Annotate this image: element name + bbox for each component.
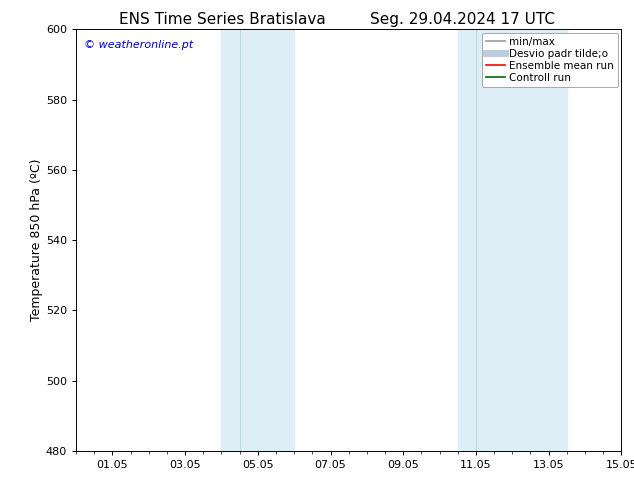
Bar bbox=[458, 29, 567, 451]
Text: Seg. 29.04.2024 17 UTC: Seg. 29.04.2024 17 UTC bbox=[370, 12, 555, 27]
Legend: min/max, Desvio padr tilde;o, Ensemble mean run, Controll run: min/max, Desvio padr tilde;o, Ensemble m… bbox=[482, 32, 618, 87]
Bar bbox=[221, 29, 294, 451]
Text: © weatheronline.pt: © weatheronline.pt bbox=[84, 40, 193, 50]
Y-axis label: Temperature 850 hPa (ºC): Temperature 850 hPa (ºC) bbox=[30, 159, 43, 321]
Text: ENS Time Series Bratislava: ENS Time Series Bratislava bbox=[119, 12, 325, 27]
